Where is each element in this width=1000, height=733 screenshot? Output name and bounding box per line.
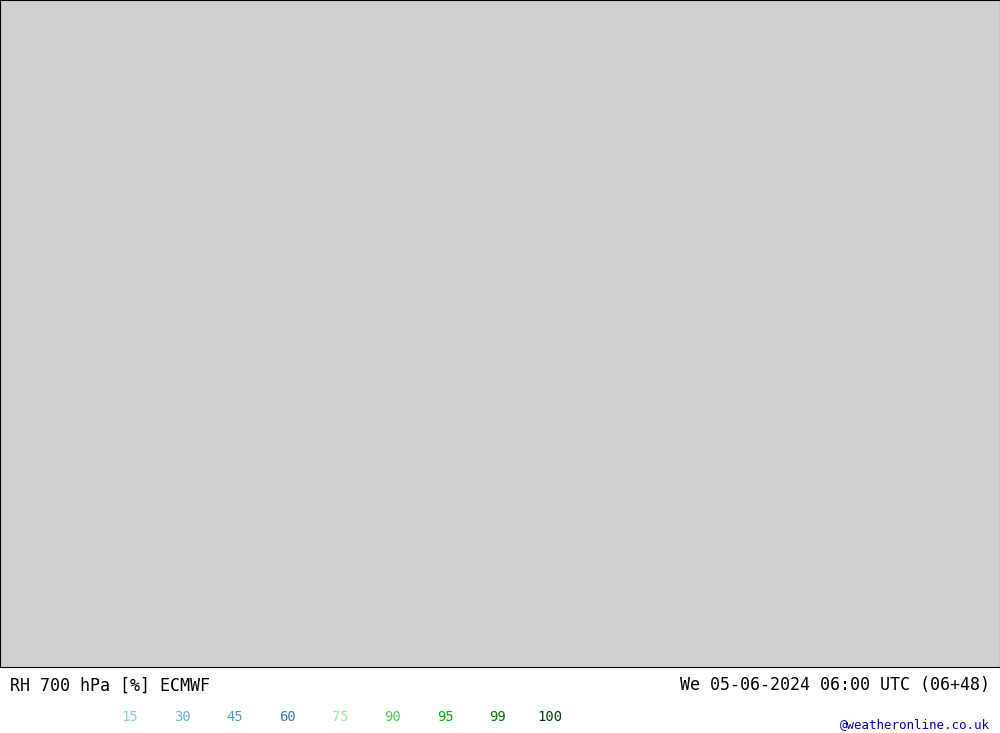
Text: We 05-06-2024 06:00 UTC (06+48): We 05-06-2024 06:00 UTC (06+48) <box>680 677 990 694</box>
Text: 90: 90 <box>384 710 401 724</box>
Text: 15: 15 <box>122 710 138 724</box>
Text: 75: 75 <box>332 710 348 724</box>
Text: RH 700 hPa [%] ECMWF: RH 700 hPa [%] ECMWF <box>10 677 210 694</box>
Text: 95: 95 <box>437 710 453 724</box>
Text: @weatheronline.co.uk: @weatheronline.co.uk <box>840 718 990 731</box>
Text: 60: 60 <box>279 710 296 724</box>
Text: 99: 99 <box>489 710 506 724</box>
Text: 45: 45 <box>227 710 243 724</box>
Text: 100: 100 <box>537 710 563 724</box>
Text: 30: 30 <box>174 710 191 724</box>
